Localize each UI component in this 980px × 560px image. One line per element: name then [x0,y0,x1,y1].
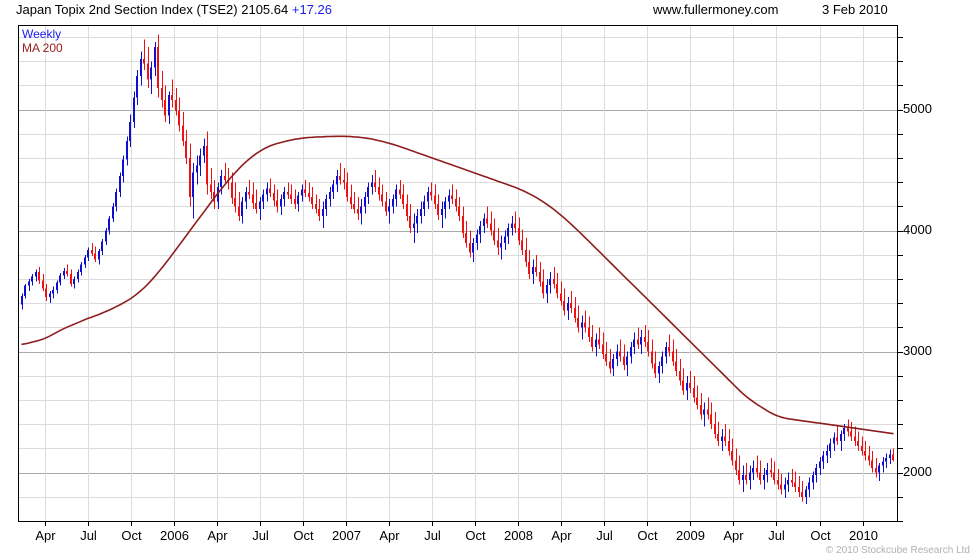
x-axis-tick-label: Apr [379,528,400,543]
chart-gridlines [18,25,897,522]
x-axis-tick-label: Jul [596,528,613,543]
legend-weekly: Weekly [22,27,62,41]
x-axis-tick-label: Apr [551,528,572,543]
x-axis-tick-label: 2007 [332,528,361,543]
copyright-notice: © 2010 Stockcube Research Ltd [825,545,970,556]
x-axis-tick-label: Jul [424,528,441,543]
chart-date: 3 Feb 2010 [822,2,888,17]
page-title: Japan Topix 2nd Section Index (TSE2) 210… [16,2,332,17]
x-axis-tick-label: Apr [723,528,744,543]
moving-average-series [21,135,894,435]
x-axis-tick-label: Jul [80,528,97,543]
candlestick-series [21,34,894,505]
x-axis-tick-label: Oct [293,528,314,543]
x-axis-tick-label: 2006 [160,528,189,543]
x-axis-tick-label: Oct [465,528,486,543]
legend-ma200: MA 200 [22,41,63,55]
x-axis-tick-label: Jul [252,528,269,543]
x-axis-tick-label: Oct [637,528,658,543]
x-axis-tick-label: Apr [207,528,228,543]
x-axis-tick-label: Oct [121,528,142,543]
x-axis-tick-label: Oct [810,528,831,543]
source-website: www.fullermoney.com [653,2,779,17]
chart-axes [18,25,903,526]
x-axis-tick-label: Apr [35,528,56,543]
price-change: +17.26 [291,2,332,17]
x-axis-tick-label: 2008 [504,528,533,543]
instrument-title: Japan Topix 2nd Section Index (TSE2) 210… [16,2,289,17]
x-axis-tick-label: Jul [768,528,785,543]
x-axis-tick-label: 2010 [849,528,878,543]
y-axis-tick-label: 3000 [903,342,932,358]
x-axis-tick-label: 2009 [676,528,705,543]
y-axis-tick-label: 2000 [903,463,932,479]
y-axis-tick-label: 4000 [903,221,932,237]
y-axis-tick-label: 5000 [903,100,932,116]
